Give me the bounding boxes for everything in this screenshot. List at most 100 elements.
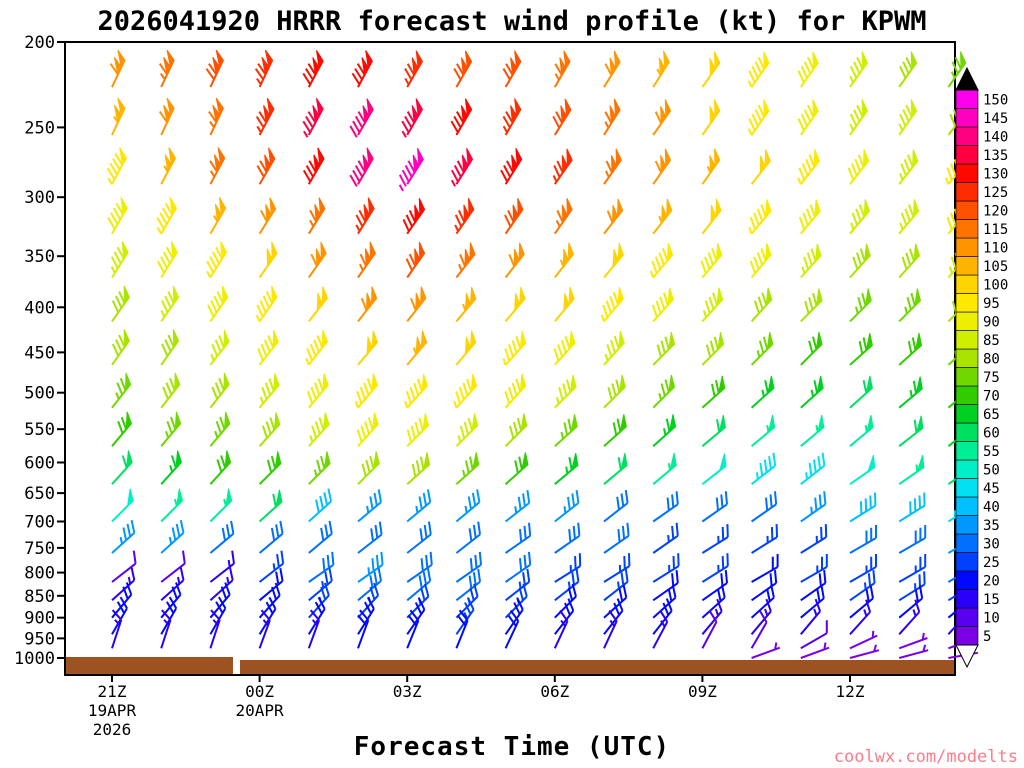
wind-barb [356,412,379,447]
wind-barb [306,373,329,409]
wind-barb [849,525,877,554]
wind-barb [357,521,383,554]
colorbar-tick-label: 40 [983,499,1000,515]
colorbar-tick-label: 120 [983,203,1008,219]
wind-barb [402,197,426,235]
wind-barb [652,522,679,554]
wind-barb [404,373,429,409]
wind-barb [357,451,380,485]
wind-barb [504,197,524,235]
wind-barb [751,554,779,583]
colorbar-tick-label: 100 [983,277,1008,293]
y-tick-label: 400 [24,298,55,318]
wind-barb [603,609,618,649]
wind-barb [307,241,327,279]
wind-barb [406,568,432,602]
x-tick-label: 09Z [688,682,717,701]
wind-barb [505,522,532,554]
wind-barb [111,519,136,554]
x-tick-label: 2026 [93,720,132,739]
wind-barb [652,99,672,136]
wind-barb [357,551,384,583]
wind-barb [258,550,285,583]
wind-barb [111,550,137,583]
wind-barb [750,452,777,485]
wind-barb [652,148,672,185]
colorbar-cell [955,570,979,590]
wind-barb [308,551,335,583]
wind-barb [160,609,172,649]
colorbar: 5 10 15 20 25 30 35 40 45 50 55 60 65 70 75 80 85 90 95 100… [955,66,1008,669]
x-tick-label: 12Z [836,682,865,701]
wind-barb [553,331,576,366]
wind-barb [603,489,629,523]
colorbar-cell [955,330,979,350]
wind-barb [800,375,824,409]
wind-barb [898,243,921,279]
wind-barb [504,583,528,619]
wind-barb [800,554,828,583]
wind-barb [849,554,877,583]
wind-barb [257,330,279,366]
wind-barb [357,489,382,523]
wind-barb [258,412,281,447]
wind-barb [258,197,277,235]
wind-barb [603,198,624,235]
wind-barb [455,521,481,554]
wind-barb [160,411,182,447]
wind-barb [308,488,333,523]
x-tick-label: 19APR [88,701,137,720]
colorbar-cell [955,515,979,535]
wind-barb [455,609,469,649]
wind-barb [308,451,331,485]
colorbar-tick-label: 125 [983,185,1008,201]
colorbar-cell [955,256,979,276]
wind-barb [106,147,127,185]
wind-barb [701,414,727,447]
wind-barb [603,414,627,447]
wind-barb [450,147,474,187]
wind-barb [652,452,677,485]
wind-barb [552,98,572,136]
colorbar-tick-label: 75 [983,370,1000,386]
wind-barb [800,524,828,554]
wind-barb [797,51,819,88]
wind-barb [849,644,880,659]
colorbar-tick-label: 115 [983,222,1008,238]
wind-barb [701,584,726,619]
colorbar-cell [955,422,979,442]
wind-barb [404,50,424,88]
wind-barb [898,632,928,650]
wind-barb [502,331,527,366]
colorbar-tick-label: 60 [983,425,1000,441]
wind-barb [603,374,626,409]
colorbar-cell [955,367,979,387]
wind-barb [209,488,233,523]
colorbar-over-arrow [955,66,979,91]
colorbar-tick-label: 110 [983,240,1008,256]
wind-barb [800,620,828,650]
wind-barb [302,50,324,88]
wind-barb [208,97,225,136]
wind-barb [406,413,430,447]
wind-barb [751,642,781,659]
wind-barb [849,332,873,366]
wind-barb [111,97,126,136]
wind-barb [207,285,229,322]
x-tick-label: 03Z [393,682,422,701]
colorbar-tick-label: 85 [983,333,1000,349]
wind-barb [455,330,477,366]
wind-barb [209,550,235,583]
wind-barb [160,372,181,409]
wind-barb [603,331,625,366]
wind-barb [209,450,232,485]
wind-barb [406,597,426,635]
wind-barb [111,596,128,635]
wind-barb [349,98,374,138]
wind-barb [701,598,723,635]
colorbar-tick-label: 30 [983,536,1000,552]
colorbar-cell [955,126,979,146]
wind-barb [750,598,772,635]
wind-barb [700,243,723,279]
colorbar-cell [955,200,979,220]
